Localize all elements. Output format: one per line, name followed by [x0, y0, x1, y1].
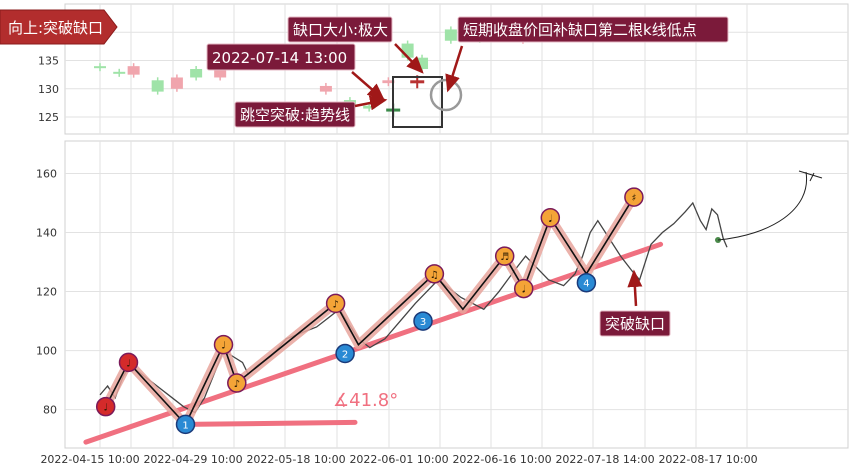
trend-touch-label: 3 — [420, 317, 426, 328]
top-panel-frame — [64, 3, 849, 135]
date-callout-text: 2022-07-14 13:00 — [212, 49, 347, 67]
trend-touch-label: 1 — [182, 420, 188, 431]
pivot-marker-label: ♬ — [500, 252, 509, 263]
trendline-gap-callout: 跳空突破:趋势线 — [234, 95, 388, 128]
gap-size-text: 缺口大小:极大 — [293, 21, 388, 39]
breakout-banner: 向上:突破缺口 — [0, 9, 118, 45]
candle-body — [113, 71, 126, 74]
pivot-marker — [494, 246, 515, 266]
pivot-marker — [424, 264, 445, 284]
date-callout: 2022-07-14 13:00 — [206, 43, 385, 101]
bottom-x-tick-label: 2022-06-01 10:00 — [349, 453, 448, 466]
bottom-x-tick-label: 2022-06-16 10:00 — [452, 453, 551, 466]
bottom-x-axis: 2022-04-15 10:00 2022-04-29 10:00 2022-05-… — [40, 453, 757, 466]
pivot-marker-label: 𝅘𝅥 — [522, 285, 526, 296]
pivot-marker-label: ♯ — [631, 193, 636, 204]
bottom-y-tick-label: 140 — [36, 227, 57, 240]
bottom-panel: 80 100 120 140 160 2022-04-15 10:00 2022-04-2… — [36, 140, 849, 466]
trend-touch-label: 2 — [342, 350, 348, 361]
candle-body — [190, 69, 203, 78]
top-y-tick-label: 125 — [38, 111, 59, 124]
bottom-x-tick-label: 2022-04-15 10:00 — [40, 453, 139, 466]
pivot-marker — [513, 278, 534, 299]
trend-touch-marker — [335, 343, 355, 364]
pivot-marker-label: ♩ — [221, 341, 226, 352]
pivot-marker — [227, 373, 247, 393]
top-panel: 125130135140 向上:突破缺口 缺口大小:极大 短期收盘价回补缺口第二… — [0, 3, 849, 135]
trendline-gap-text: 跳空突破:趋势线 — [240, 106, 350, 124]
zigzag-group — [101, 194, 638, 429]
projection-curve — [717, 170, 823, 241]
trend-touch-marker — [576, 272, 597, 293]
pivot-marker — [213, 334, 234, 355]
pivot-marker — [95, 396, 116, 417]
pivot-marker-label: ♪ — [332, 299, 338, 310]
bottom-x-tick-label: 2022-04-29 10:00 — [143, 453, 242, 466]
fill-gap-callout: 短期收盘价回补缺口第二根k线低点 — [445, 16, 729, 93]
candle-body — [444, 29, 457, 41]
trendline — [83, 241, 664, 445]
candle-body — [170, 77, 183, 89]
candle-body — [94, 66, 106, 69]
pivot-marker-label: ♩ — [103, 403, 108, 414]
top-y-tick-label: 130 — [38, 83, 59, 96]
trend-touch-marker — [413, 311, 433, 331]
price-line-group — [99, 201, 728, 414]
gap-candle-body — [410, 80, 425, 84]
trend-angle-label: ∡41.8° — [333, 390, 398, 411]
zigzag-line — [104, 196, 635, 426]
bottom-y-tick-label: 160 — [36, 167, 57, 180]
price-line — [99, 201, 728, 414]
pivot-marker — [325, 293, 346, 314]
bottom-y-axis: 80 100 120 140 160 — [36, 167, 57, 416]
breakout-gap-callout: 突破缺口 — [599, 269, 671, 337]
pivot-marker — [540, 208, 561, 228]
candle-body — [214, 69, 227, 78]
candle-body — [382, 80, 395, 84]
bottom-y-tick-label: 100 — [36, 345, 57, 358]
candle-body — [363, 105, 376, 109]
bottom-x-tick-label: 2022-05-18 10:00 — [246, 453, 345, 466]
pivot-marker-label: ♪ — [234, 379, 240, 390]
gap-size-callout: 缺口大小:极大 — [287, 16, 424, 74]
pivot-marker-label: ♫ — [430, 270, 439, 281]
bottom-x-tick-label: 2022-08-17 10:00 — [658, 453, 757, 466]
breakout-gap-text: 突破缺口 — [605, 315, 665, 333]
candle-body — [127, 66, 140, 75]
pivot-marker — [118, 352, 139, 373]
bottom-y-tick-label: 80 — [43, 404, 57, 417]
angle-base-line — [183, 419, 358, 427]
candle-body — [151, 80, 164, 92]
bottom-x-tick-label: 2022-07-18 14:00 — [555, 453, 654, 466]
fill-gap-text: 短期收盘价回补缺口第二根k线低点 — [463, 21, 697, 39]
trend-touch-label: 4 — [583, 279, 589, 290]
breakout-banner-text: 向上:突破缺口 — [8, 19, 103, 37]
pivot-marker — [624, 187, 644, 207]
marker-group: ♩ ♩ ♩ ♪ ♪ ♫ ♬ 𝅘𝅥 𝅘𝅥 ♯ 1 2 3 4 — [95, 187, 644, 435]
top-y-tick-label: 135 — [38, 55, 59, 68]
gap-box — [392, 76, 443, 128]
candle-body — [319, 85, 332, 92]
pivot-marker-label: 𝅘𝅥 — [549, 214, 553, 225]
trend-touch-marker — [175, 414, 196, 435]
bottom-y-tick-label: 120 — [36, 286, 57, 299]
pivot-marker-label: ♩ — [126, 358, 131, 369]
